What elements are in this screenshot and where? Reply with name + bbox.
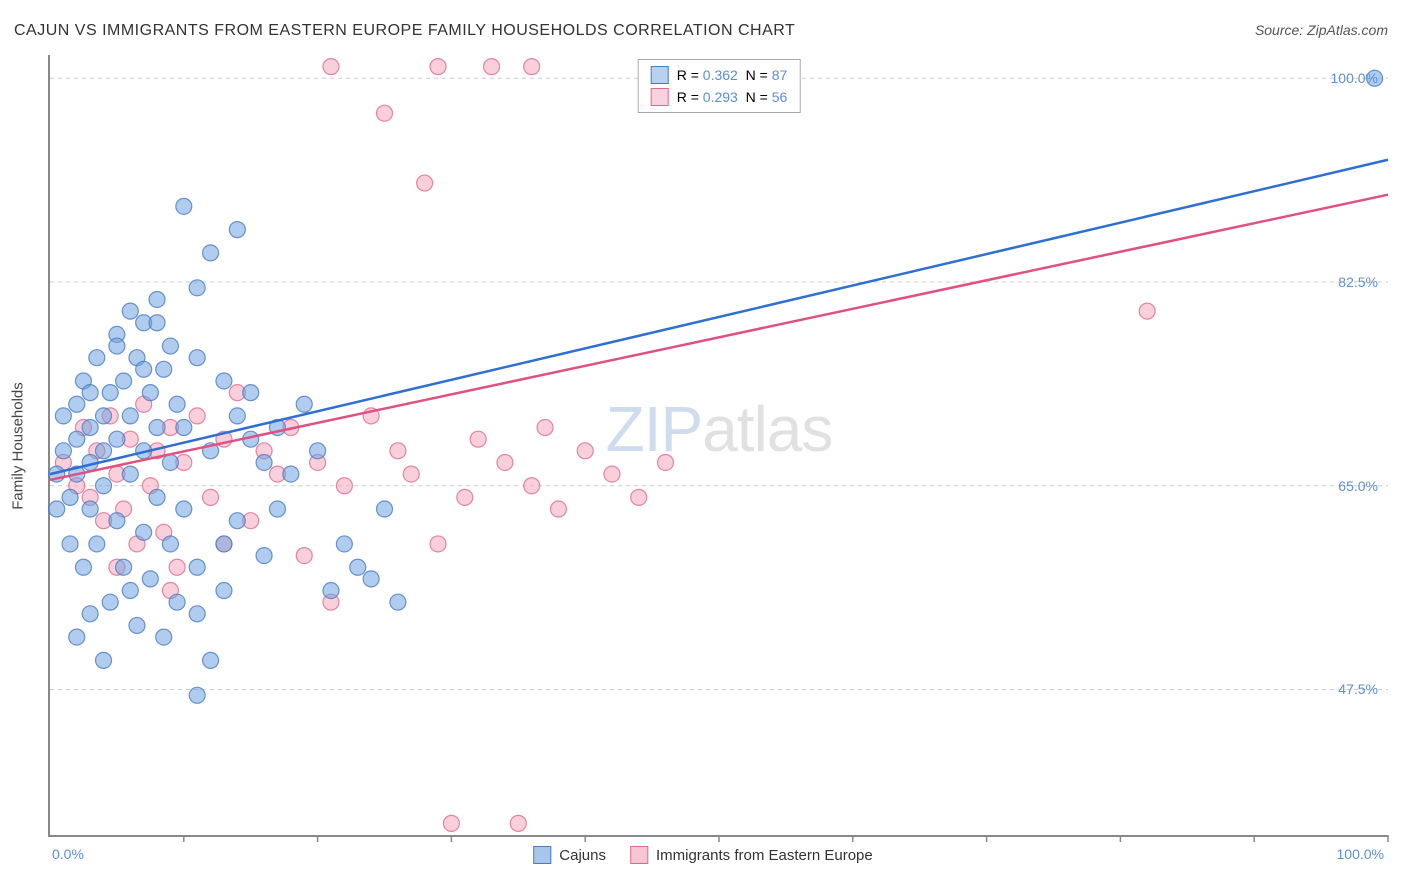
- swatch-icon: [533, 846, 551, 864]
- legend-row-cajuns: R = 0.362 N = 87: [651, 64, 788, 86]
- legend-item: Immigrants from Eastern Europe: [630, 846, 873, 864]
- y-tick-label: 65.0%: [1338, 478, 1378, 494]
- swatch-icon: [630, 846, 648, 864]
- legend-label: Immigrants from Eastern Europe: [656, 847, 873, 864]
- chart-title: CAJUN VS IMMIGRANTS FROM EASTERN EUROPE …: [14, 22, 795, 40]
- y-axis-label: Family Households: [10, 382, 27, 510]
- y-tick-label: 82.5%: [1338, 274, 1378, 290]
- swatch-cajuns: [651, 66, 669, 84]
- source-attribution: Source: ZipAtlas.com: [1255, 22, 1388, 38]
- x-axis-min-label: 0.0%: [52, 846, 84, 862]
- plot-svg: [50, 55, 1388, 835]
- correlation-legend: R = 0.362 N = 87 R = 0.293 N = 56: [638, 59, 801, 113]
- swatch-immigrants: [651, 88, 669, 106]
- y-tick-label: 100.0%: [1331, 70, 1378, 86]
- series-legend: Cajuns Immigrants from Eastern Europe: [533, 846, 872, 864]
- plot-area: ZIPatlas R = 0.362 N = 87 R = 0.293 N = …: [48, 55, 1388, 837]
- y-tick-label: 47.5%: [1338, 681, 1378, 697]
- legend-label: Cajuns: [559, 847, 606, 864]
- x-axis-max-label: 100.0%: [1337, 846, 1384, 862]
- legend-item: Cajuns: [533, 846, 606, 864]
- legend-row-immigrants: R = 0.293 N = 56: [651, 86, 788, 108]
